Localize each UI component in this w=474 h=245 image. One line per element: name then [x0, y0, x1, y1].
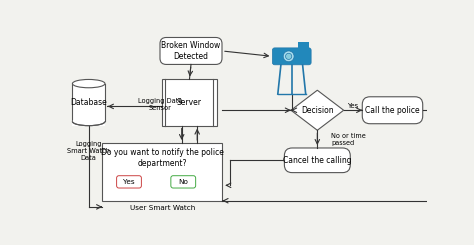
Text: Logging Data
Sensor: Logging Data Sensor: [138, 98, 182, 111]
Text: Logging
Smart Watch
Data: Logging Smart Watch Data: [67, 141, 110, 161]
FancyBboxPatch shape: [362, 97, 423, 124]
Text: Server: Server: [177, 98, 202, 107]
Ellipse shape: [73, 79, 105, 88]
Text: Cancel the calling: Cancel the calling: [283, 156, 352, 165]
Text: Broken Window
Detected: Broken Window Detected: [161, 41, 220, 61]
Circle shape: [285, 53, 292, 60]
Circle shape: [283, 51, 294, 62]
FancyBboxPatch shape: [284, 148, 350, 173]
Text: Yes: Yes: [123, 179, 135, 185]
Text: No: No: [178, 179, 188, 185]
Bar: [102, 143, 222, 201]
Bar: [162, 79, 218, 126]
Text: Decision: Decision: [301, 106, 334, 115]
FancyBboxPatch shape: [273, 48, 311, 65]
Text: User Smart Watch: User Smart Watch: [130, 205, 195, 211]
FancyBboxPatch shape: [160, 37, 222, 64]
Ellipse shape: [73, 117, 105, 126]
Polygon shape: [291, 90, 344, 130]
Text: Call the police: Call the police: [365, 106, 420, 115]
FancyBboxPatch shape: [117, 176, 141, 188]
Text: No or time
passed: No or time passed: [331, 133, 366, 146]
Text: Yes: Yes: [347, 103, 359, 109]
Bar: [298, 42, 309, 49]
Text: Database: Database: [70, 98, 107, 107]
Bar: [73, 84, 105, 126]
Text: Do you want to notify the police
department?: Do you want to notify the police departm…: [101, 148, 224, 168]
FancyBboxPatch shape: [171, 176, 196, 188]
